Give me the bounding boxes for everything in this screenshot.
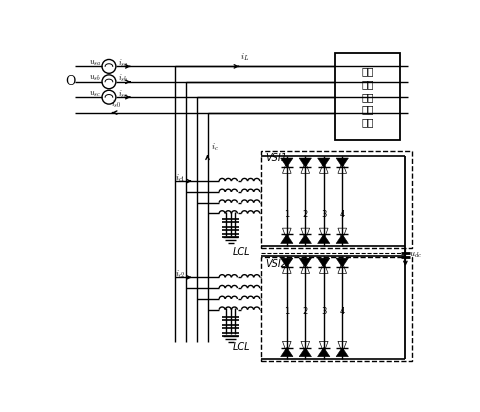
Bar xyxy=(262,151,411,248)
Text: O: O xyxy=(65,75,76,88)
Polygon shape xyxy=(318,347,330,357)
Bar xyxy=(262,258,411,361)
Text: LCL: LCL xyxy=(233,342,251,352)
Text: $u_{sb}$: $u_{sb}$ xyxy=(89,74,101,83)
Polygon shape xyxy=(336,158,348,167)
Polygon shape xyxy=(299,258,312,267)
Text: $i_c$: $i_c$ xyxy=(211,141,218,152)
Text: $i_{sb}$: $i_{sb}$ xyxy=(118,73,128,84)
Text: 4: 4 xyxy=(340,307,345,316)
Text: 1: 1 xyxy=(284,307,289,316)
Polygon shape xyxy=(281,234,293,243)
Text: 3: 3 xyxy=(321,211,326,219)
Polygon shape xyxy=(281,158,293,167)
Text: 3: 3 xyxy=(321,307,326,316)
Text: $i_{c2}$: $i_{c2}$ xyxy=(175,269,186,280)
Polygon shape xyxy=(336,234,348,243)
Text: VSI1: VSI1 xyxy=(265,152,287,163)
Text: 1: 1 xyxy=(284,211,289,219)
Polygon shape xyxy=(281,347,293,357)
Text: $i_{sc}$: $i_{sc}$ xyxy=(118,89,128,100)
Text: VSI2: VSI2 xyxy=(265,259,287,269)
Text: $i_{sa}$: $i_{sa}$ xyxy=(118,58,129,69)
Polygon shape xyxy=(318,258,330,267)
Text: LCL: LCL xyxy=(233,246,251,257)
Text: $i_{c1}$: $i_{c1}$ xyxy=(175,172,186,184)
Polygon shape xyxy=(336,347,348,357)
Polygon shape xyxy=(318,158,330,167)
Polygon shape xyxy=(299,347,312,357)
Text: 4: 4 xyxy=(340,211,345,219)
Text: 2: 2 xyxy=(303,211,308,219)
Text: 三相
非线
性不
平衡
负载: 三相 非线 性不 平衡 负载 xyxy=(361,66,373,127)
Polygon shape xyxy=(299,234,312,243)
Polygon shape xyxy=(299,158,312,167)
Text: 2: 2 xyxy=(303,307,308,316)
Bar xyxy=(335,53,400,140)
Text: $u_{dc}$: $u_{dc}$ xyxy=(409,250,422,260)
Polygon shape xyxy=(336,258,348,267)
Text: $u_{sc}$: $u_{sc}$ xyxy=(89,89,101,99)
Text: $i_L$: $i_L$ xyxy=(240,52,249,63)
Text: $u_{sa}$: $u_{sa}$ xyxy=(89,59,101,68)
Polygon shape xyxy=(318,234,330,243)
Text: $i_{s0}$: $i_{s0}$ xyxy=(111,98,121,110)
Polygon shape xyxy=(281,258,293,267)
